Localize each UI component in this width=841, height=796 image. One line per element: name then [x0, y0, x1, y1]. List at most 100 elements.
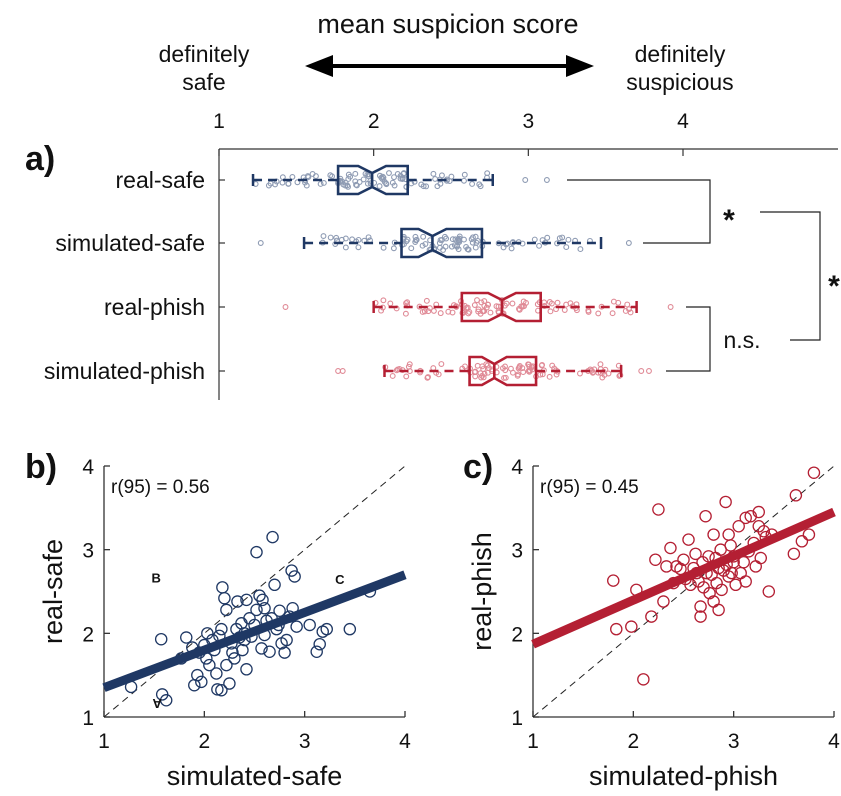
- panel-a-x-tick-label: 3: [522, 110, 534, 133]
- panel-a-label: a): [25, 140, 55, 178]
- scatter-x-tick-label: 3: [728, 730, 740, 753]
- panel-a-raw-point: [272, 181, 279, 188]
- panel-a-raw-point: [405, 363, 412, 370]
- panel-a-raw-point: [509, 369, 516, 376]
- panel-a-raw-point: [577, 370, 583, 377]
- panel-a-raw-point: [484, 301, 491, 308]
- panel-a-raw-point: [355, 236, 362, 243]
- scatter-y-axis-title: real-safe: [38, 539, 68, 644]
- panel-a-axes: 1 2 3 4 real-safe simulated-safe real-phish sim…: [44, 110, 838, 400]
- panel-a-raw-point: [342, 235, 349, 242]
- panel-a-raw-point: [320, 233, 327, 239]
- panel-a-x-tick-label: 1: [213, 110, 225, 133]
- panel-a-bracket-safe: [567, 179, 711, 244]
- panel-a-bracket-between: [760, 211, 821, 341]
- panel-a-raw-point: [481, 298, 488, 305]
- panel-a-raw-point: [376, 172, 383, 179]
- scatter-x-tick-label: 3: [299, 730, 311, 753]
- panel-a-raw-point: [484, 170, 491, 177]
- panel-a-raw-point: [461, 177, 467, 184]
- panel-a-raw-point: [544, 234, 551, 241]
- panel-a-outlier-point: [667, 304, 674, 310]
- panel-a-raw-point: [352, 170, 359, 177]
- scatter-point: [250, 603, 263, 617]
- scatter-point: [266, 530, 279, 544]
- scatter-point: [223, 677, 236, 690]
- panel-a-raw-point: [536, 242, 543, 249]
- panel-a-raw-point: [342, 182, 349, 189]
- panel-a-raw-point: [475, 306, 482, 313]
- panel-a-raw-point: [342, 179, 349, 186]
- panel-a-raw-point: [327, 172, 334, 179]
- panel-a-raw-point: [556, 235, 563, 242]
- panel-a-raw-point: [327, 234, 334, 241]
- panel-a-raw-point: [462, 363, 468, 370]
- scatter-point-letter-label: B: [151, 570, 160, 585]
- panel-a-outlier-point: [638, 368, 645, 374]
- scatter-point: [699, 509, 712, 523]
- scatter-point: [689, 547, 702, 561]
- panel-a-raw-point: [430, 170, 437, 177]
- panel-a-raw-point: [609, 310, 616, 317]
- panel-b-label: b): [25, 448, 57, 486]
- panel-a-sig-label-between: *: [828, 270, 840, 303]
- scatter-point: [216, 581, 229, 594]
- header-left-label-line2: safe: [182, 69, 225, 95]
- panel-a-raw-point: [342, 244, 349, 251]
- scatter-point: [195, 675, 208, 689]
- panel-a-raw-point: [425, 308, 432, 315]
- scatter-point: [263, 645, 276, 658]
- panel-a-outlier-point: [257, 240, 264, 246]
- panel-a-raw-point: [379, 173, 386, 180]
- panel-a-raw-point: [528, 364, 535, 371]
- scatter-point: [652, 503, 665, 516]
- panel-a-boxes: [251, 164, 638, 387]
- panel-a-raw-point: [380, 244, 387, 251]
- scatter-point: [694, 610, 707, 623]
- scatter-point: [218, 591, 231, 605]
- header-title: mean suspicion score: [317, 9, 578, 39]
- panel-a-notched-box: [336, 164, 409, 196]
- panel-a-raw-point: [413, 236, 420, 243]
- scatter-point: [807, 466, 821, 479]
- panel-a-raw-point: [389, 373, 396, 379]
- panel-a-raw-point: [472, 368, 479, 375]
- scatter-point: [719, 495, 732, 509]
- scatter-x-axis-title: simulated-phish: [589, 761, 778, 791]
- scatter-point: [660, 560, 673, 573]
- scatter-point: [694, 600, 707, 613]
- scatter-point: [754, 551, 768, 565]
- panel-a-sig-label-phish: n.s.: [723, 327, 760, 353]
- panel-a-raw-point: [476, 181, 483, 188]
- panel-a-raw-point: [353, 182, 360, 189]
- scatter-point: [154, 632, 168, 646]
- panel-a-raw-point: [279, 174, 286, 181]
- scatter-y-tick-label: 2: [82, 623, 94, 646]
- panel-a-raw-point: [605, 370, 612, 377]
- panel-a-raw-point: [419, 242, 426, 249]
- panel-a-outlier-point: [282, 304, 289, 310]
- panel-a-raw-point: [303, 182, 310, 189]
- scatter-point: [762, 585, 776, 598]
- double-arrow-icon: [305, 55, 594, 77]
- panel-a-raw-point: [546, 299, 553, 305]
- panel-b-plot: 11 2 2 3 3 4 4 simulated-safe real-safe r(95) = 0…: [38, 456, 411, 791]
- panel-a-raw-point: [449, 309, 456, 316]
- scatter-point: [664, 541, 677, 555]
- panel-a-raw-point: [390, 245, 397, 252]
- panel-a-x-tick-label: 2: [368, 110, 380, 133]
- scatter-x-tick-label: 4: [828, 730, 840, 753]
- scatter-point: [278, 646, 291, 659]
- panel-a-brackets: * n.s. *: [567, 179, 840, 372]
- panel-a-raw-point: [516, 305, 522, 312]
- scatter-point: [203, 658, 216, 672]
- scatter-point: [752, 505, 766, 519]
- scatter-point: [682, 533, 695, 546]
- scatter-point: [645, 610, 658, 623]
- panel-a-raw-point: [478, 299, 485, 306]
- panel-a: a) 1 2 3 4 real-safe simulated-safe real-phish…: [25, 110, 840, 400]
- scatter-point: [702, 550, 715, 563]
- panel-a-raw-point: [472, 244, 479, 251]
- panel-a-raw-point: [479, 363, 486, 370]
- scatter-point: [703, 586, 716, 600]
